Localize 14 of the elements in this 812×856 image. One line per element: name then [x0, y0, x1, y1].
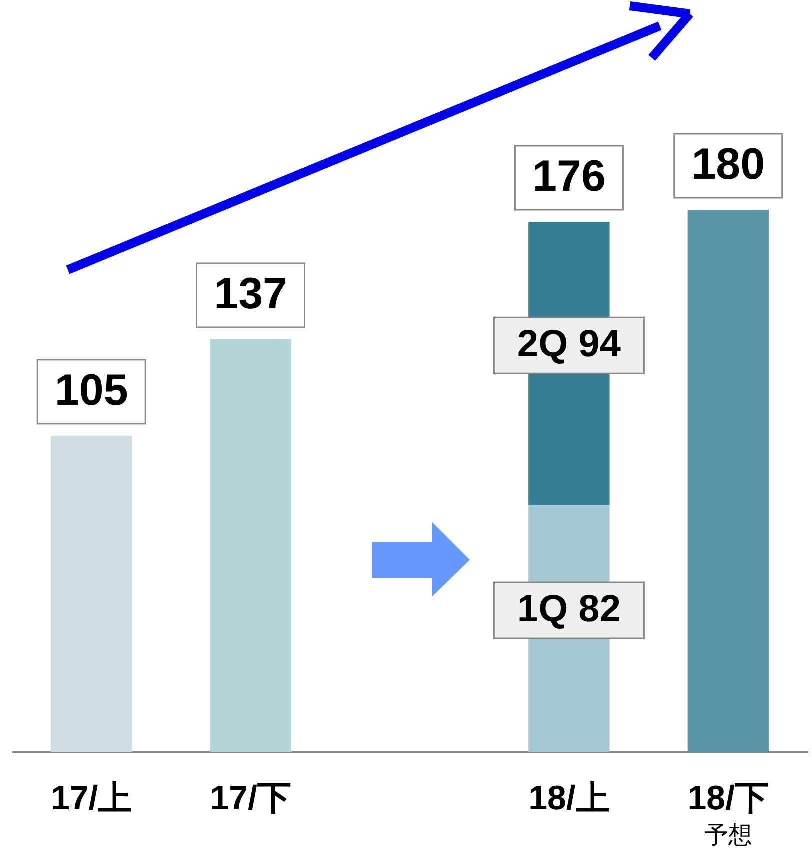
data-label: 1Q 82 — [517, 588, 621, 631]
bar — [688, 210, 769, 752]
data-label: 2Q 94 — [517, 324, 621, 366]
total-label: 105 — [54, 366, 128, 415]
total-label: 137 — [214, 269, 288, 318]
total-label: 176 — [532, 152, 606, 202]
bar — [210, 339, 292, 752]
x-tick-label: 17/上 — [50, 780, 132, 818]
text: 予想 — [704, 822, 752, 849]
total-label: 180 — [692, 140, 766, 189]
x-tick-label: 18/下 — [688, 780, 770, 818]
x-tick-label: 17/下 — [210, 780, 292, 818]
bar — [51, 436, 132, 752]
x-tick-label: 18/上 — [528, 780, 610, 818]
